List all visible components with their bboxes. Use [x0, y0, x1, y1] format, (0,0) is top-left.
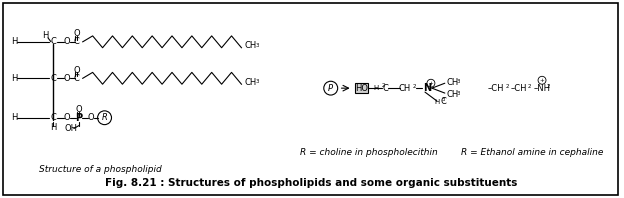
- Text: CH: CH: [447, 89, 459, 99]
- Text: –: –: [392, 84, 396, 93]
- Text: C: C: [383, 84, 388, 93]
- Text: Structure of a phospholipid: Structure of a phospholipid: [39, 165, 162, 173]
- Text: O: O: [64, 37, 70, 46]
- Text: CH: CH: [245, 78, 256, 87]
- Text: C: C: [50, 37, 56, 46]
- Text: –NH: –NH: [533, 84, 550, 93]
- Text: OH: OH: [64, 124, 77, 133]
- Text: CH: CH: [447, 78, 459, 87]
- Text: –CH: –CH: [510, 84, 527, 93]
- Text: P: P: [328, 84, 333, 93]
- Text: 2: 2: [528, 84, 532, 89]
- Text: H: H: [11, 37, 17, 46]
- Text: H: H: [11, 74, 17, 83]
- Text: Fig. 8.21 : Structures of phospholipids and some organic substituents: Fig. 8.21 : Structures of phospholipids …: [105, 178, 517, 188]
- Text: H: H: [11, 113, 17, 122]
- Text: O: O: [64, 113, 70, 122]
- Text: HO: HO: [355, 84, 368, 93]
- Text: C: C: [74, 74, 80, 83]
- Text: 3: 3: [457, 79, 461, 84]
- Text: CH: CH: [398, 84, 410, 93]
- Text: 2: 2: [505, 84, 509, 89]
- Text: C: C: [50, 74, 56, 83]
- Text: O: O: [74, 66, 80, 75]
- Text: 3: 3: [442, 97, 446, 102]
- Text: –CH: –CH: [487, 84, 504, 93]
- Bar: [354, 83, 368, 93]
- Text: O: O: [74, 30, 80, 38]
- Text: H: H: [42, 31, 48, 40]
- Text: H: H: [434, 99, 439, 105]
- Text: O: O: [76, 105, 82, 114]
- Text: +: +: [540, 78, 544, 83]
- Text: R = Ethanol amine in cephaline: R = Ethanol amine in cephaline: [461, 148, 603, 157]
- Text: H: H: [374, 85, 379, 91]
- Text: O: O: [87, 113, 94, 122]
- Text: 3: 3: [457, 91, 461, 96]
- Text: H: H: [50, 123, 56, 132]
- Text: N: N: [423, 83, 431, 93]
- Text: +: +: [429, 81, 433, 86]
- Text: C: C: [441, 97, 447, 107]
- Text: C: C: [74, 37, 80, 46]
- Text: 3: 3: [255, 43, 259, 48]
- Text: P: P: [76, 113, 82, 123]
- Text: 2: 2: [413, 84, 417, 89]
- Text: C: C: [50, 113, 56, 122]
- Text: 2: 2: [547, 84, 550, 89]
- Text: CH: CH: [245, 41, 256, 50]
- Text: 3: 3: [255, 79, 259, 84]
- Text: R = choline in phospholecithin: R = choline in phospholecithin: [300, 148, 437, 157]
- Text: O: O: [64, 74, 70, 83]
- Text: 2: 2: [381, 83, 385, 88]
- Text: R: R: [102, 113, 107, 122]
